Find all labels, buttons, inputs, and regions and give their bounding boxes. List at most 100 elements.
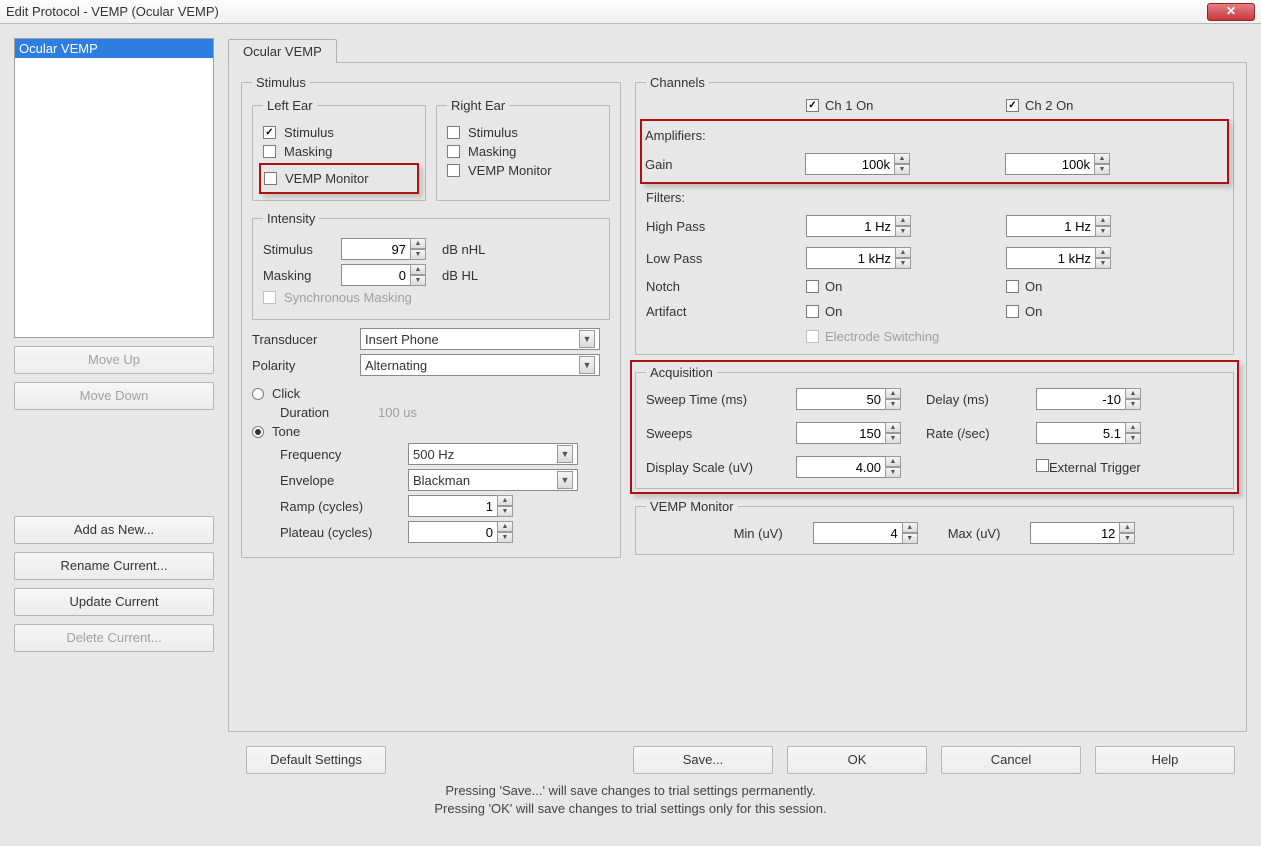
tone-label: Tone bbox=[272, 424, 300, 439]
lp-ch1-input[interactable] bbox=[806, 247, 896, 269]
polarity-combo[interactable]: Alternating▼ bbox=[360, 354, 600, 376]
spin-up-icon[interactable]: ▲ bbox=[894, 153, 910, 164]
transducer-value: Insert Phone bbox=[365, 332, 439, 347]
spin-down-icon[interactable]: ▼ bbox=[885, 467, 901, 478]
click-label: Click bbox=[272, 386, 300, 401]
spin-up-icon[interactable]: ▲ bbox=[885, 422, 901, 433]
intensity-stimulus-input[interactable] bbox=[341, 238, 411, 260]
spin-down-icon[interactable]: ▼ bbox=[894, 164, 910, 175]
spin-up-icon[interactable]: ▲ bbox=[410, 238, 426, 249]
spin-up-icon[interactable]: ▲ bbox=[885, 388, 901, 399]
ch1-on-checkbox[interactable] bbox=[806, 99, 819, 112]
update-current-button[interactable]: Update Current bbox=[14, 588, 214, 616]
spin-down-icon[interactable]: ▼ bbox=[410, 249, 426, 260]
protocol-list-item[interactable]: Ocular VEMP bbox=[15, 39, 213, 58]
spin-up-icon[interactable]: ▲ bbox=[497, 495, 513, 506]
protocol-list[interactable]: Ocular VEMP bbox=[14, 38, 214, 338]
spin-down-icon[interactable]: ▼ bbox=[1095, 258, 1111, 269]
spin-down-icon[interactable]: ▼ bbox=[885, 399, 901, 410]
right-vemp-checkbox[interactable] bbox=[447, 164, 460, 177]
spin-up-icon[interactable]: ▲ bbox=[1094, 153, 1110, 164]
spin-down-icon[interactable]: ▼ bbox=[902, 533, 918, 544]
gain-ch1-input[interactable] bbox=[805, 153, 895, 175]
tab-ocular-vemp[interactable]: Ocular VEMP bbox=[228, 39, 337, 63]
ramp-input[interactable] bbox=[408, 495, 498, 517]
click-radio[interactable] bbox=[252, 388, 264, 400]
spin-up-icon[interactable]: ▲ bbox=[895, 247, 911, 258]
intensity-stimulus-unit: dB nHL bbox=[442, 242, 485, 257]
spin-up-icon[interactable]: ▲ bbox=[1119, 522, 1135, 533]
sidebar: Ocular VEMP Move Up Move Down Add as New… bbox=[14, 38, 214, 732]
delete-current-button[interactable]: Delete Current... bbox=[14, 624, 214, 652]
plateau-input[interactable] bbox=[408, 521, 498, 543]
left-stimulus-checkbox[interactable] bbox=[263, 126, 276, 139]
ch2-on-checkbox[interactable] bbox=[1006, 99, 1019, 112]
vemp-min-label: Min (uV) bbox=[734, 526, 783, 541]
spin-down-icon[interactable]: ▼ bbox=[410, 275, 426, 286]
default-settings-button[interactable]: Default Settings bbox=[246, 746, 386, 774]
notch-ch1-checkbox[interactable] bbox=[806, 280, 819, 293]
spin-up-icon[interactable]: ▲ bbox=[1125, 388, 1141, 399]
spin-up-icon[interactable]: ▲ bbox=[410, 264, 426, 275]
sweeps-input[interactable] bbox=[796, 422, 886, 444]
notch-ch2-checkbox[interactable] bbox=[1006, 280, 1019, 293]
spin-down-icon[interactable]: ▼ bbox=[1125, 433, 1141, 444]
right-stimulus-checkbox[interactable] bbox=[447, 126, 460, 139]
spin-up-icon[interactable]: ▲ bbox=[885, 456, 901, 467]
spin-down-icon[interactable]: ▼ bbox=[1119, 533, 1135, 544]
ext-trigger-checkbox[interactable] bbox=[1036, 459, 1049, 472]
left-ear-group: Left Ear Stimulus Masking VEMP Monitor bbox=[252, 98, 426, 201]
spin-down-icon[interactable]: ▼ bbox=[1094, 164, 1110, 175]
vemp-min-input[interactable] bbox=[813, 522, 903, 544]
right-masking-checkbox[interactable] bbox=[447, 145, 460, 158]
spin-down-icon[interactable]: ▼ bbox=[1125, 399, 1141, 410]
spin-down-icon[interactable]: ▼ bbox=[497, 506, 513, 517]
save-button[interactable]: Save... bbox=[633, 746, 773, 774]
add-as-new-button[interactable]: Add as New... bbox=[14, 516, 214, 544]
move-down-button[interactable]: Move Down bbox=[14, 382, 214, 410]
gain-ch2-input[interactable] bbox=[1005, 153, 1095, 175]
frequency-combo[interactable]: 500 Hz▼ bbox=[408, 443, 578, 465]
rate-input[interactable] bbox=[1036, 422, 1126, 444]
intensity-masking-input[interactable] bbox=[341, 264, 411, 286]
delay-input[interactable] bbox=[1036, 388, 1126, 410]
spin-up-icon[interactable]: ▲ bbox=[902, 522, 918, 533]
envelope-combo[interactable]: Blackman▼ bbox=[408, 469, 578, 491]
ext-trigger-label: External Trigger bbox=[1049, 460, 1141, 475]
artifact-ch1-checkbox[interactable] bbox=[806, 305, 819, 318]
transducer-combo[interactable]: Insert Phone▼ bbox=[360, 328, 600, 350]
spin-up-icon[interactable]: ▲ bbox=[497, 521, 513, 532]
close-button[interactable]: ✕ bbox=[1207, 3, 1255, 21]
left-stimulus-label: Stimulus bbox=[284, 125, 334, 140]
vemp-max-input[interactable] bbox=[1030, 522, 1120, 544]
help-button[interactable]: Help bbox=[1095, 746, 1235, 774]
ramp-label: Ramp (cycles) bbox=[280, 499, 400, 514]
spin-down-icon[interactable]: ▼ bbox=[895, 258, 911, 269]
spin-up-icon[interactable]: ▲ bbox=[895, 215, 911, 226]
spin-down-icon[interactable]: ▼ bbox=[1095, 226, 1111, 237]
rename-current-button[interactable]: Rename Current... bbox=[14, 552, 214, 580]
spin-up-icon[interactable]: ▲ bbox=[1095, 247, 1111, 258]
spin-down-icon[interactable]: ▼ bbox=[895, 226, 911, 237]
spin-up-icon[interactable]: ▲ bbox=[1125, 422, 1141, 433]
lp-ch2-input[interactable] bbox=[1006, 247, 1096, 269]
move-up-button[interactable]: Move Up bbox=[14, 346, 214, 374]
sweep-time-input[interactable] bbox=[796, 388, 886, 410]
spin-down-icon[interactable]: ▼ bbox=[497, 532, 513, 543]
left-masking-checkbox[interactable] bbox=[263, 145, 276, 158]
bottom-bar: Default Settings Save... OK Cancel Help … bbox=[0, 736, 1261, 817]
ok-button[interactable]: OK bbox=[787, 746, 927, 774]
sweeps-label: Sweeps bbox=[646, 426, 796, 441]
artifact-ch2-checkbox[interactable] bbox=[1006, 305, 1019, 318]
hp-ch2-input[interactable] bbox=[1006, 215, 1096, 237]
electrode-label: Electrode Switching bbox=[825, 329, 939, 344]
left-vemp-checkbox[interactable] bbox=[264, 172, 277, 185]
scale-input[interactable] bbox=[796, 456, 886, 478]
spin-down-icon[interactable]: ▼ bbox=[885, 433, 901, 444]
cancel-button[interactable]: Cancel bbox=[941, 746, 1081, 774]
tone-radio[interactable] bbox=[252, 426, 264, 438]
envelope-label: Envelope bbox=[280, 473, 400, 488]
hp-ch1-input[interactable] bbox=[806, 215, 896, 237]
highpass-label: High Pass bbox=[646, 219, 806, 234]
spin-up-icon[interactable]: ▲ bbox=[1095, 215, 1111, 226]
